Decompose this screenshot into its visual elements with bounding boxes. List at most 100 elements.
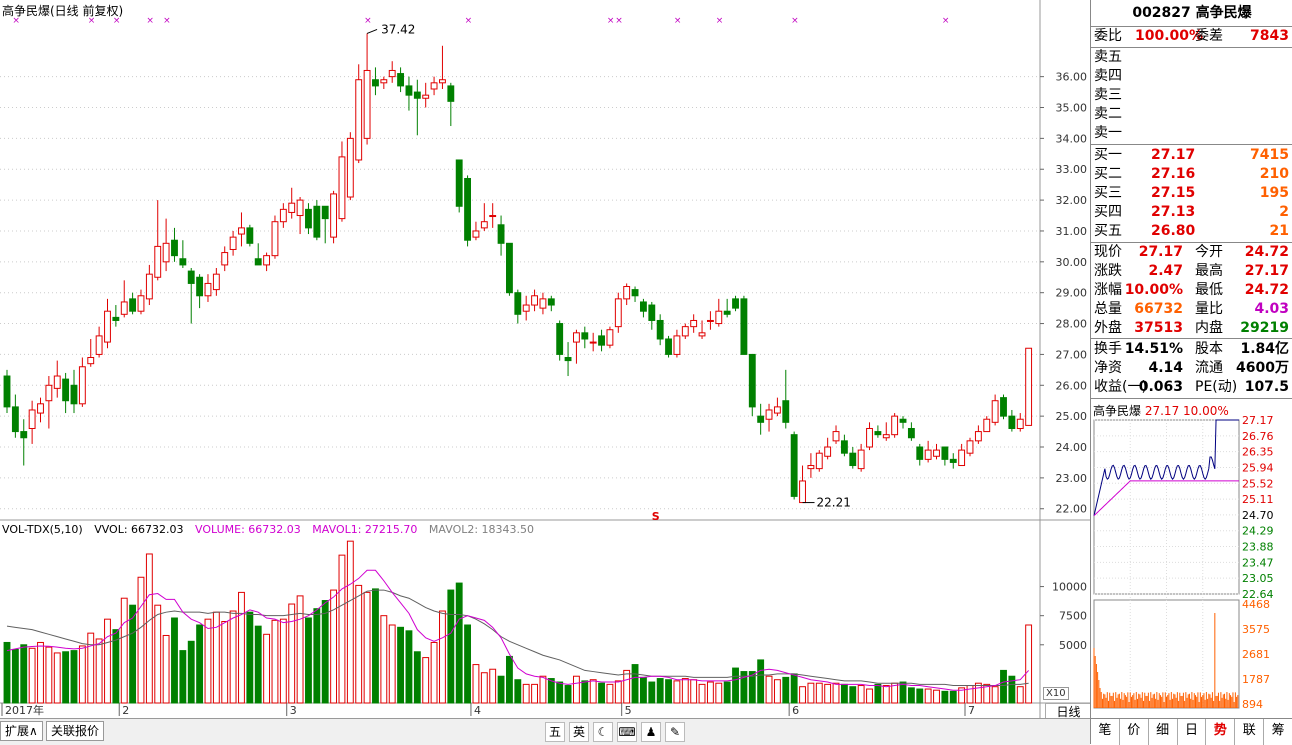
candle [866, 422, 873, 451]
volume-bar [799, 686, 806, 704]
candle [187, 268, 195, 324]
panel-tab[interactable]: 日 [1178, 719, 1207, 745]
candle [581, 326, 589, 349]
keyboard-icon[interactable]: ⌨ [617, 722, 637, 742]
candle-body [949, 458, 957, 463]
volume-bar [11, 648, 19, 704]
candle-body [531, 295, 538, 306]
candle [790, 431, 798, 500]
user-icon[interactable]: ♟ [641, 722, 661, 742]
volume-tick-label: 5000 [1059, 639, 1087, 652]
candle-body [279, 208, 287, 223]
stat-row: 外盘 37513 内盘 29219 [1091, 319, 1292, 338]
settings-icon[interactable]: ✎ [665, 722, 685, 742]
intraday-mini-chart[interactable]: 27.17 26.76 26.35 25.94 25.52 25.11 24.70 24.29… [1091, 414, 1292, 714]
candle [380, 76, 388, 89]
candle [246, 224, 254, 247]
candle-body [78, 366, 86, 405]
vol-mavol1: MAVOL1: 27215.70 [312, 523, 418, 536]
candle-body [346, 137, 354, 198]
candle [874, 425, 882, 438]
expand-tab[interactable]: 扩展∧ [0, 721, 43, 741]
volume-bar [983, 683, 991, 704]
mini-price: 27.17 [1144, 404, 1180, 418]
candle-body [355, 79, 363, 161]
candle-body [221, 252, 229, 266]
input-toolbar: 五 英 ☾ ⌨ ♟ ✎ [545, 722, 685, 742]
panel-tab[interactable]: 细 [1149, 719, 1178, 745]
volume-bar [430, 641, 438, 704]
stat-row: 涨幅 10.00% 最低 24.72 [1091, 281, 1292, 300]
stat-label: 内盘 [1195, 320, 1223, 336]
candle [849, 447, 857, 469]
volume-bar [907, 687, 915, 704]
stat-value: 2.47 [1148, 263, 1183, 279]
candle [355, 64, 363, 164]
candle [598, 329, 605, 352]
candle [991, 394, 999, 426]
candle [145, 264, 153, 306]
volume-bar [547, 678, 555, 704]
stat-label: 最高 [1195, 263, 1223, 279]
candle [673, 329, 681, 358]
candle-body [857, 449, 865, 470]
stat-label: 总量 [1094, 301, 1122, 317]
panel-tab[interactable]: 联 [1235, 719, 1265, 745]
mini-price-label: 26.35 [1242, 446, 1274, 459]
candle [924, 440, 932, 463]
stat-label: 外盘 [1094, 320, 1122, 336]
date-label: 6 [792, 704, 799, 717]
panel-tab[interactable]: 笔 [1091, 719, 1120, 745]
candle [162, 218, 170, 272]
candle-body [614, 298, 622, 328]
panel-tab[interactable]: 筹 [1264, 719, 1292, 745]
volume-bar [773, 679, 781, 704]
volume-bar [271, 619, 279, 704]
candle [346, 132, 354, 201]
buy-label: 买一 [1094, 147, 1122, 163]
buy-price: 27.15 [1151, 185, 1196, 201]
english-icon[interactable]: 英 [569, 722, 589, 742]
volume-bar [807, 682, 815, 704]
event-marker: × [607, 16, 615, 26]
candle-body [53, 375, 61, 389]
candle [648, 301, 656, 330]
volume-bar [581, 680, 589, 704]
candle-body [171, 239, 178, 257]
candle-body [204, 282, 212, 297]
fund-label: 流通 [1195, 360, 1223, 376]
volume-bar [757, 659, 765, 704]
kline-chart[interactable]: 36.00 35.00 34.00 33.00 32.00 31.00 30.00 29.00… [0, 0, 1090, 720]
candle [974, 425, 982, 444]
volume-bar [87, 632, 95, 704]
candle [949, 453, 957, 469]
buy-volume: 7415 [1250, 147, 1289, 163]
volume-bar [129, 604, 137, 704]
moon-icon[interactable]: ☾ [593, 722, 613, 742]
candle-body [187, 270, 195, 284]
candle-body [740, 298, 748, 355]
candle-body [1008, 415, 1016, 429]
wubi-icon[interactable]: 五 [545, 722, 565, 742]
fund-label: 收益(一) [1094, 379, 1147, 395]
candle-body [1016, 418, 1024, 429]
volume-bar [296, 595, 304, 704]
volume-bar [974, 682, 982, 704]
related-quotes-tab[interactable]: 关联报价 [46, 721, 105, 741]
candle [573, 329, 580, 364]
candle-body [338, 156, 346, 220]
panel-tab[interactable]: 势 [1206, 719, 1236, 745]
stat-value: 27.17 [1244, 263, 1289, 279]
candle-body [840, 440, 848, 454]
volume-bar [874, 683, 882, 704]
volume-bar [531, 683, 538, 704]
fund-value: 4600万 [1236, 360, 1289, 376]
candle-body [397, 73, 405, 87]
price-tick-label: 23.00 [1056, 472, 1088, 485]
signal-s-marker: S [652, 510, 660, 523]
kline-chart-area[interactable]: 36.00 35.00 34.00 33.00 32.00 31.00 30.00 29.00… [0, 0, 1090, 720]
panel-tab[interactable]: 价 [1120, 719, 1149, 745]
candle [3, 369, 11, 414]
mini-name: 高争民爆 [1093, 404, 1142, 418]
mini-volume-label: 894 [1242, 698, 1263, 711]
